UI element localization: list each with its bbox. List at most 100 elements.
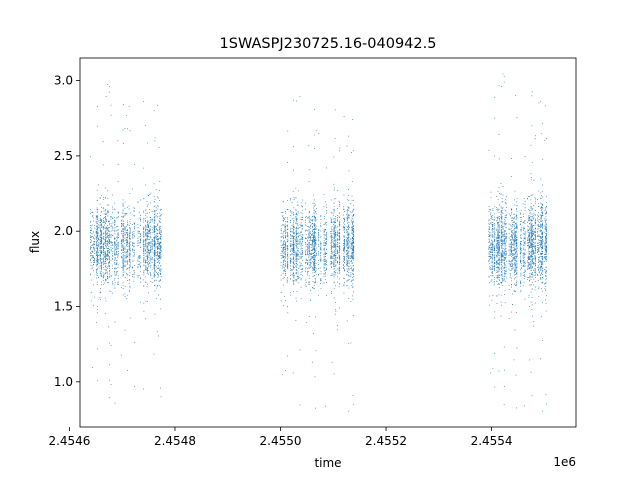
data-point xyxy=(516,226,518,228)
data-point xyxy=(292,262,294,263)
data-point xyxy=(343,218,344,219)
data-point xyxy=(344,244,345,246)
data-point xyxy=(126,257,128,259)
data-point xyxy=(124,212,126,214)
data-point xyxy=(99,197,101,199)
data-point xyxy=(287,218,289,220)
data-point xyxy=(108,240,110,241)
data-point xyxy=(122,236,124,238)
data-point xyxy=(94,240,96,242)
data-point xyxy=(300,219,302,221)
data-point xyxy=(353,255,355,257)
data-point xyxy=(290,278,291,280)
data-point xyxy=(540,252,542,254)
data-point xyxy=(348,240,350,242)
data-point xyxy=(351,226,352,228)
data-point xyxy=(154,235,156,237)
data-point xyxy=(291,245,293,247)
data-point xyxy=(129,235,130,237)
data-point xyxy=(126,268,128,269)
data-point xyxy=(299,227,301,228)
data-point xyxy=(158,242,160,244)
data-point xyxy=(145,261,146,262)
data-point xyxy=(286,254,288,256)
data-point xyxy=(110,234,112,235)
data-point xyxy=(153,230,155,232)
data-point xyxy=(151,241,153,243)
data-point xyxy=(351,243,353,245)
data-point xyxy=(314,376,316,378)
data-point xyxy=(96,229,98,230)
data-point xyxy=(302,234,304,236)
data-point xyxy=(310,236,311,237)
data-point xyxy=(494,258,496,260)
data-point xyxy=(339,249,341,251)
data-point xyxy=(117,255,119,257)
data-point xyxy=(497,253,499,255)
data-point xyxy=(102,227,104,229)
data-point xyxy=(291,259,293,260)
data-point xyxy=(145,237,147,239)
data-point xyxy=(146,269,148,270)
data-point xyxy=(146,252,148,254)
data-point xyxy=(149,194,151,195)
data-point xyxy=(522,230,524,232)
data-point xyxy=(295,223,297,225)
data-point xyxy=(129,247,131,249)
data-point xyxy=(157,241,158,242)
data-point xyxy=(157,331,159,333)
data-point xyxy=(343,235,345,237)
data-point xyxy=(339,236,341,238)
data-point xyxy=(497,277,499,279)
data-point xyxy=(114,271,115,272)
data-point xyxy=(522,285,524,287)
data-point xyxy=(344,269,345,271)
data-point xyxy=(494,239,496,241)
data-point xyxy=(105,279,106,281)
data-point xyxy=(310,220,312,221)
data-point xyxy=(133,246,135,248)
data-point xyxy=(109,220,110,222)
data-point xyxy=(90,230,92,232)
data-point xyxy=(300,279,302,281)
data-point xyxy=(299,240,301,242)
data-point xyxy=(343,222,344,224)
data-point xyxy=(300,257,302,258)
data-point xyxy=(537,243,538,244)
data-point xyxy=(540,236,542,238)
data-point xyxy=(100,281,102,283)
data-point xyxy=(151,257,153,258)
data-point xyxy=(151,247,153,249)
data-point xyxy=(122,282,124,284)
data-point xyxy=(150,192,152,194)
data-point xyxy=(290,258,292,260)
data-point xyxy=(146,262,148,264)
data-point xyxy=(124,259,126,261)
data-point xyxy=(114,222,116,224)
data-point xyxy=(323,194,325,196)
data-point xyxy=(529,232,531,234)
data-point xyxy=(96,263,98,265)
data-point xyxy=(351,255,353,257)
data-point xyxy=(146,232,148,234)
data-point xyxy=(96,215,98,216)
data-point xyxy=(154,246,156,248)
data-point xyxy=(148,256,150,258)
data-point xyxy=(348,235,349,236)
data-point xyxy=(326,210,327,211)
data-point xyxy=(351,212,353,214)
data-point xyxy=(107,198,109,200)
data-point xyxy=(346,271,348,272)
data-point xyxy=(348,410,350,412)
data-point xyxy=(310,243,312,245)
data-point xyxy=(145,220,146,221)
data-point xyxy=(323,267,325,269)
data-point xyxy=(101,232,102,234)
data-point xyxy=(296,246,298,248)
data-point xyxy=(114,238,116,240)
data-point xyxy=(282,256,284,258)
data-point xyxy=(157,223,159,225)
data-point xyxy=(122,224,124,226)
data-point xyxy=(348,207,349,209)
data-point xyxy=(121,230,122,232)
